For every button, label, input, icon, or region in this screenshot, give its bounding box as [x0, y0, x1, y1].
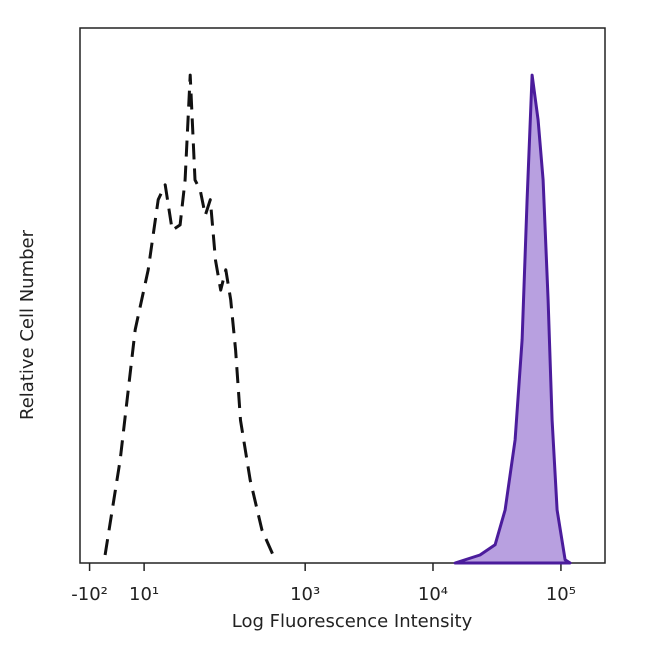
- x-axis-label: Log Fluorescence Intensity: [232, 611, 473, 632]
- x-tick-label: 10¹: [129, 584, 159, 605]
- x-tick-label: -10²: [71, 584, 108, 605]
- y-axis-label: Relative Cell Number: [17, 229, 38, 420]
- histogram-curve: [453, 73, 572, 565]
- x-tick-label: 10³: [290, 584, 320, 605]
- x-tick-label: 10⁵: [546, 584, 576, 605]
- histogram-curve: [103, 73, 277, 561]
- x-tick-label: 10⁴: [418, 584, 448, 605]
- plot-frame: [79, 27, 606, 564]
